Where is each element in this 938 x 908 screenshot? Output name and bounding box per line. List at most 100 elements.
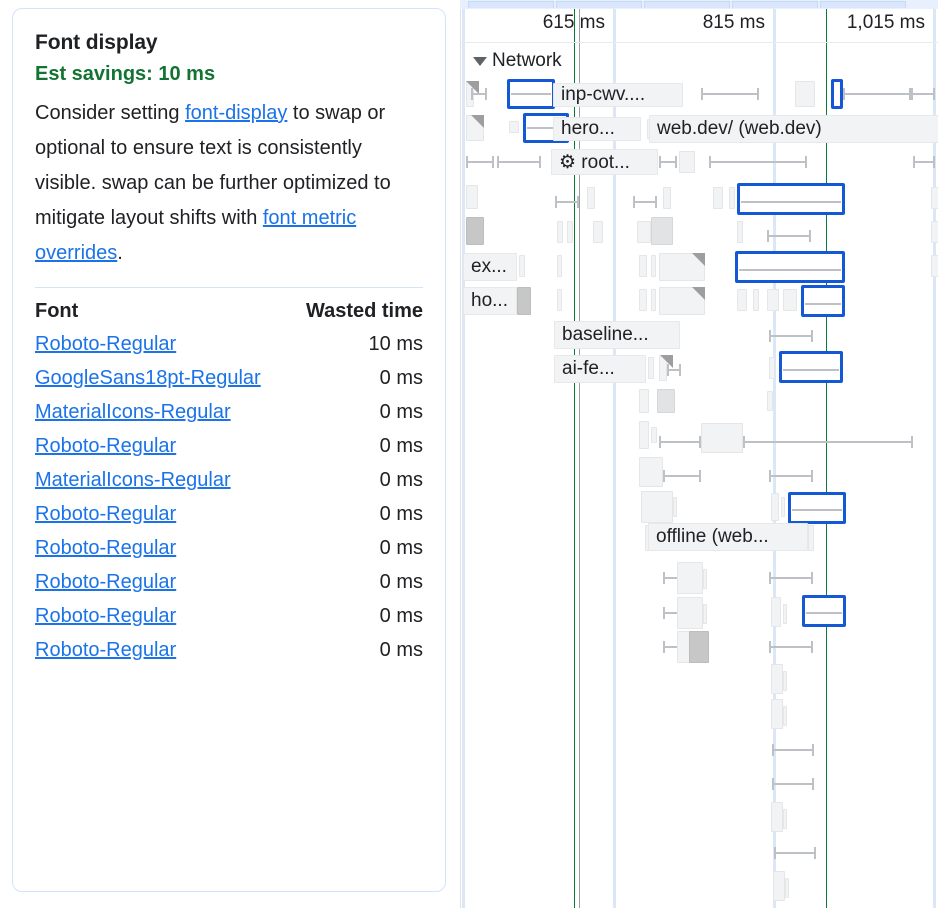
flame-bar[interactable]	[648, 357, 654, 379]
flame-bar[interactable]	[517, 287, 531, 315]
flame-bar-labelled[interactable]: web.dev/ (web.dev)	[649, 115, 938, 143]
table-row: Roboto-Regular 0 ms	[35, 497, 423, 531]
flame-bar[interactable]	[931, 221, 938, 243]
flame-bar[interactable]	[783, 604, 787, 624]
selected-flame-bar[interactable]	[801, 285, 845, 317]
timeline-marker-green	[574, 9, 575, 908]
flame-bar[interactable]	[587, 187, 595, 209]
flame-bar[interactable]	[639, 255, 647, 277]
flame-bar[interactable]	[931, 255, 938, 277]
flame-bar[interactable]	[771, 699, 783, 729]
flame-bar-labelled[interactable]: ho...	[463, 287, 517, 315]
font-name-link[interactable]: Roboto-Regular	[35, 571, 177, 593]
selected-flame-bar[interactable]	[779, 351, 843, 383]
flame-chart-canvas[interactable]: 615 ms 815 ms 1,015 ms Network inp-cwv..…	[460, 9, 938, 908]
flame-bar[interactable]	[713, 187, 723, 209]
network-track-header[interactable]: Network	[473, 50, 562, 72]
flame-bar[interactable]	[773, 871, 785, 901]
font-display-doc-link[interactable]: font-display	[185, 102, 288, 124]
flame-bar[interactable]	[637, 221, 651, 243]
flame-bar-labelled[interactable]: ai-fe...	[554, 355, 646, 383]
flame-bar[interactable]	[767, 391, 773, 411]
flame-bar[interactable]	[557, 255, 562, 277]
flame-bar[interactable]	[639, 289, 647, 311]
filmstrip-frame[interactable]	[644, 1, 730, 8]
flame-bar[interactable]	[785, 878, 789, 898]
selected-flame-bar[interactable]	[802, 595, 846, 627]
selected-flame-bar[interactable]	[737, 183, 845, 215]
font-name-link[interactable]: Roboto-Regular	[35, 503, 177, 525]
flame-bar[interactable]	[703, 569, 707, 589]
flame-bar[interactable]	[767, 289, 779, 311]
flame-bar-labelled[interactable]: baseline...	[554, 321, 680, 349]
filmstrip-frame[interactable]	[468, 1, 554, 8]
flame-bar[interactable]	[783, 706, 787, 726]
flame-bar[interactable]	[753, 289, 759, 311]
flame-bar[interactable]	[783, 809, 787, 829]
filmstrip-frame[interactable]	[820, 1, 906, 8]
filmstrip-strip[interactable]	[460, 0, 938, 9]
flame-bar[interactable]	[639, 457, 663, 487]
flame-bar[interactable]	[771, 664, 783, 694]
font-name-link[interactable]: Roboto-Regular	[35, 605, 177, 627]
flame-bar[interactable]	[771, 597, 781, 627]
flame-bar[interactable]	[689, 631, 709, 663]
flame-bar-labelled[interactable]: hero...	[553, 117, 641, 141]
font-name-link[interactable]: Roboto-Regular	[35, 537, 177, 559]
flame-bar[interactable]	[466, 217, 484, 245]
flame-bar[interactable]	[519, 255, 525, 277]
flame-bar[interactable]	[795, 81, 815, 107]
flame-bar[interactable]	[781, 497, 785, 517]
flame-bar[interactable]	[557, 289, 562, 311]
flame-bar-labelled[interactable]: inp-cwv....	[553, 83, 683, 107]
flame-bar[interactable]	[557, 221, 563, 243]
flame-bar[interactable]	[677, 562, 703, 594]
flame-bar[interactable]	[567, 221, 573, 243]
flame-bar[interactable]	[639, 421, 649, 449]
flame-bar[interactable]	[701, 423, 743, 453]
font-name-link[interactable]: MaterialIcons-Regular	[35, 469, 231, 491]
font-name-link[interactable]: Roboto-Regular	[35, 435, 177, 457]
font-name-link[interactable]: GoogleSans18pt-Regular	[35, 367, 261, 389]
flame-bar[interactable]	[593, 221, 603, 243]
font-metric-overrides-doc-link[interactable]: font metric overrides	[35, 207, 357, 264]
flame-bar[interactable]	[673, 497, 677, 517]
flame-bar[interactable]	[657, 389, 675, 413]
font-name-link[interactable]: MaterialIcons-Regular	[35, 401, 231, 423]
flame-bar[interactable]	[651, 289, 656, 311]
flame-bar[interactable]	[771, 802, 783, 832]
flame-bar[interactable]	[639, 389, 649, 413]
flame-bar[interactable]	[651, 217, 673, 245]
flame-bar[interactable]	[677, 597, 703, 629]
flame-bar[interactable]	[466, 185, 478, 209]
flame-bar[interactable]	[737, 289, 747, 311]
flame-bar[interactable]	[641, 491, 673, 523]
flame-bar[interactable]	[737, 221, 743, 243]
flame-bar[interactable]	[729, 187, 735, 209]
chevron-down-icon[interactable]	[473, 56, 487, 66]
font-name-link[interactable]: Roboto-Regular	[35, 333, 177, 355]
filmstrip-frame[interactable]	[732, 1, 818, 8]
selected-flame-bar[interactable]	[788, 492, 846, 524]
request-midline	[527, 127, 565, 129]
flame-bar[interactable]	[651, 255, 656, 277]
flame-bar[interactable]	[651, 427, 657, 443]
flame-bar-labelled[interactable]: ex...	[463, 253, 517, 281]
flame-bar-labelled[interactable]: ⚙ root...	[551, 149, 658, 175]
flame-bar[interactable]	[679, 151, 695, 173]
flame-bar[interactable]	[509, 121, 519, 133]
flame-bar[interactable]	[783, 289, 797, 311]
flame-bar[interactable]	[771, 493, 779, 521]
flame-bar[interactable]	[931, 187, 938, 209]
flame-bar[interactable]	[808, 525, 814, 551]
filmstrip-frame[interactable]	[556, 1, 642, 8]
font-name-link[interactable]: Roboto-Regular	[35, 639, 177, 661]
flame-bar[interactable]	[769, 357, 775, 379]
flame-bar[interactable]	[703, 604, 707, 624]
selected-flame-bar[interactable]	[735, 251, 845, 283]
flame-bar[interactable]	[663, 187, 671, 209]
flame-bar[interactable]	[783, 671, 787, 691]
selected-flame-bar[interactable]	[831, 79, 843, 109]
flame-bar-labelled[interactable]: offline (web...	[648, 523, 808, 551]
request-whisker	[497, 156, 541, 168]
